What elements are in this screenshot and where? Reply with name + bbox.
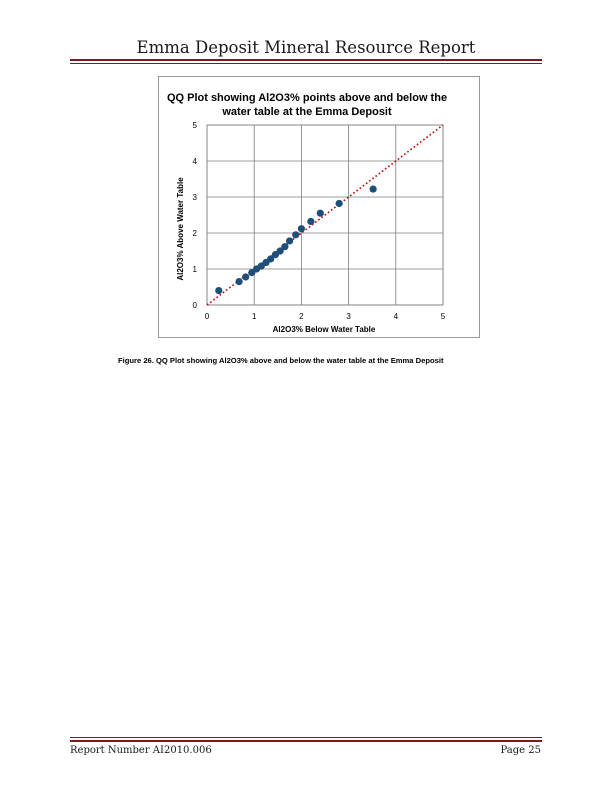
- y-tick-label-1: 1: [193, 265, 198, 274]
- figure-caption: Figure 26. QQ Plot showing Al2O3% above …: [118, 356, 444, 365]
- page-header-title: Emma Deposit Mineral Resource Report: [136, 38, 476, 57]
- data-point-10: [276, 247, 284, 255]
- y-tick-label-4: 4: [193, 157, 198, 166]
- data-point-15: [307, 217, 315, 226]
- data-point-18: [369, 185, 377, 193]
- y-tick-label-0: 0: [193, 301, 198, 310]
- y-axis-label: Al2O3% Above Water Table: [176, 177, 185, 281]
- data-point-8: [267, 255, 275, 263]
- qq-plot-svg: QQ Plot showing Al2O3% points above and …: [167, 92, 447, 334]
- qq-plot-chart: QQ Plot showing Al2O3% points above and …: [158, 76, 480, 338]
- x-tick-label-0: 0: [205, 312, 210, 321]
- y-tick-label-3: 3: [193, 193, 198, 202]
- header-rule-thick: [70, 59, 542, 61]
- footer-rule-thin: [70, 737, 542, 738]
- chart-title-line-1: QQ Plot showing Al2O3% points above and …: [167, 92, 447, 104]
- data-point-13: [292, 231, 300, 239]
- chart-title-line-2: water table at the Emma Deposit: [221, 106, 392, 118]
- data-point-12: [286, 237, 294, 245]
- data-point-11: [281, 243, 289, 251]
- y-tick-label-2: 2: [193, 229, 198, 238]
- y-tick-label-5: 5: [193, 121, 198, 130]
- data-point-1: [215, 287, 223, 295]
- data-point-3: [242, 273, 250, 281]
- footer-report-number: Report Number AI2010.006: [70, 745, 212, 756]
- x-tick-label-3: 3: [346, 312, 351, 321]
- plot-area-border: [206, 124, 444, 306]
- footer-page-number: Page 25: [500, 745, 541, 756]
- data-point-2: [235, 278, 243, 286]
- x-tick-label-2: 2: [299, 312, 304, 321]
- data-point-14: [297, 225, 305, 233]
- header-rule-thin: [70, 63, 542, 64]
- data-point-16: [316, 209, 324, 217]
- x-tick-label-1: 1: [252, 312, 257, 321]
- footer-rule-thick: [70, 740, 542, 742]
- data-point-17: [335, 199, 343, 208]
- x-axis-label: Al2O3% Below Water Table: [273, 325, 376, 334]
- x-tick-label-5: 5: [441, 312, 446, 321]
- x-tick-label-4: 4: [394, 312, 399, 321]
